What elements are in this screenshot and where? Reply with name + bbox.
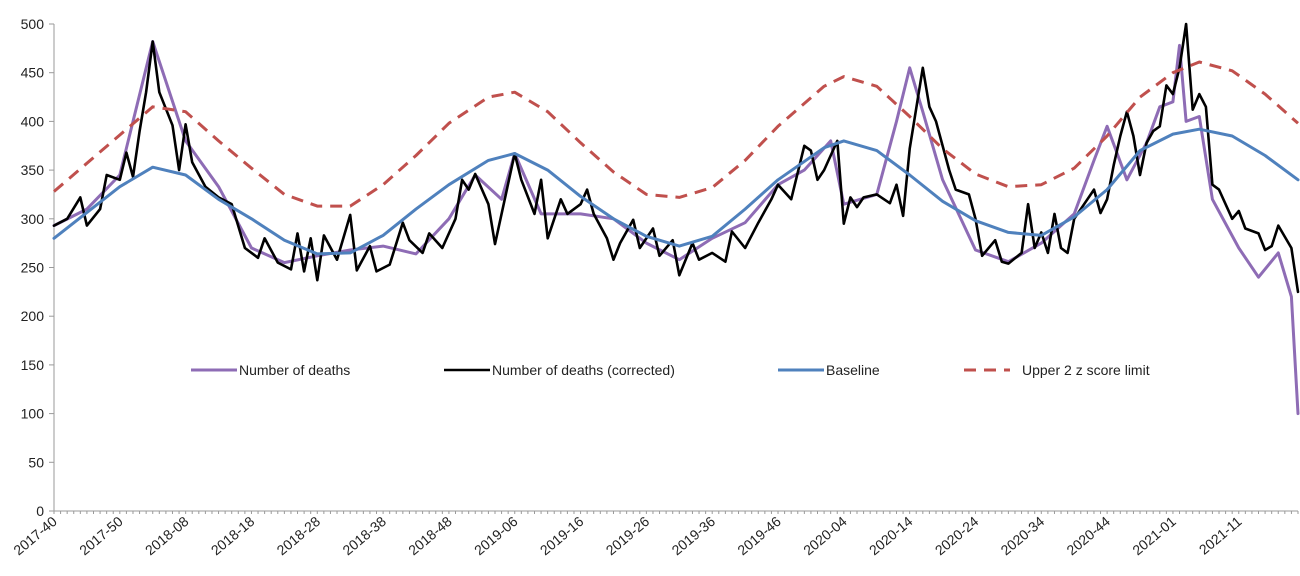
legend-label-0: Number of deaths bbox=[239, 362, 350, 378]
y-tick-label: 300 bbox=[21, 211, 45, 227]
x-tick-label: 2017-50 bbox=[76, 513, 126, 558]
series-line-3 bbox=[53, 60, 1299, 208]
x-tick-label: 2017-40 bbox=[10, 513, 60, 558]
x-tick-label: 2019-36 bbox=[668, 513, 718, 558]
x-tick-label: 2020-34 bbox=[998, 513, 1048, 558]
x-tick-label: 2018-48 bbox=[405, 513, 455, 558]
x-tick-label: 2020-14 bbox=[866, 513, 916, 558]
y-tick-label: 100 bbox=[21, 406, 45, 422]
series-line-0 bbox=[52, 40, 1300, 416]
x-tick-label: 2021-11 bbox=[1196, 513, 1245, 558]
x-tick-label: 2019-26 bbox=[603, 513, 653, 558]
legend: Number of deaths Number of deaths (correc… bbox=[191, 362, 1150, 378]
legend-label-2: Baseline bbox=[826, 362, 880, 378]
x-tick-label: 2019-46 bbox=[734, 513, 784, 558]
series-line-2 bbox=[52, 127, 1300, 256]
x-tick-label: 2018-38 bbox=[339, 513, 389, 558]
x-tick-label: 2020-44 bbox=[1063, 513, 1113, 558]
y-tick-label: 400 bbox=[21, 113, 45, 129]
y-tick-label: 450 bbox=[21, 65, 45, 81]
y-tick-label: 500 bbox=[21, 16, 45, 32]
y-tick-label: 250 bbox=[21, 260, 45, 276]
x-tick-label: 2021-01 bbox=[1129, 513, 1179, 558]
x-axis: 2017-40 2017-50 2018-08 2018-18 2018-28 2018-… bbox=[10, 510, 1299, 558]
y-tick-label: 200 bbox=[21, 308, 45, 324]
y-tick-label: 150 bbox=[21, 357, 45, 373]
x-tick-label: 2019-16 bbox=[537, 513, 587, 558]
x-tick-label: 2018-08 bbox=[142, 513, 192, 558]
series-line-1 bbox=[52, 22, 1300, 294]
x-tick-label: 2020-24 bbox=[932, 513, 982, 558]
legend-label-3: Upper 2 z score limit bbox=[1022, 362, 1150, 378]
y-axis: 0 50 100 150 200 250 300 350 400 450 500 bbox=[21, 16, 55, 519]
legend-label-1: Number of deaths (corrected) bbox=[492, 362, 675, 378]
x-tick-label: 2018-28 bbox=[274, 513, 324, 558]
x-tick-label: 2018-18 bbox=[208, 513, 258, 558]
y-tick-label: 350 bbox=[21, 162, 45, 178]
y-tick-label: 0 bbox=[36, 503, 44, 519]
x-tick-label: 2019-06 bbox=[471, 513, 521, 558]
y-tick-label: 50 bbox=[28, 454, 44, 470]
x-tick-label: 2020-04 bbox=[800, 513, 850, 558]
series-layer bbox=[52, 22, 1300, 416]
